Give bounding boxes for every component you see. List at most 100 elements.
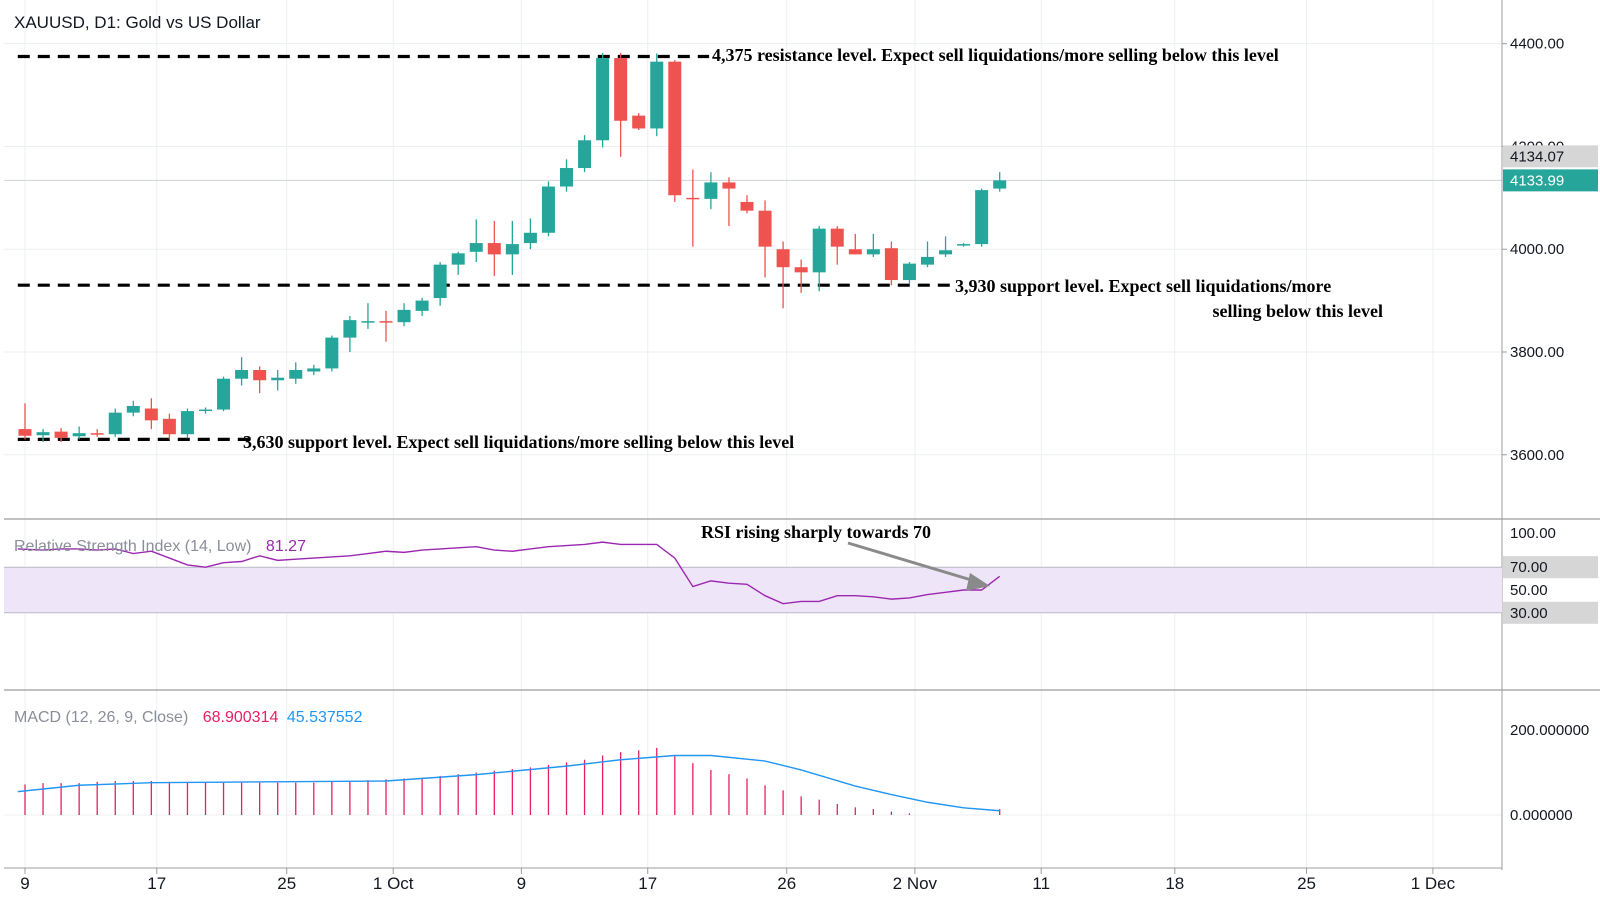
time-tick-label: 2 Nov (893, 874, 938, 893)
candlestick-series (18, 52, 1007, 442)
time-tick-label: 25 (277, 874, 296, 893)
support-3630-label: 3,630 support level. Expect sell liquida… (243, 432, 794, 452)
arrow-shaft (847, 541, 979, 584)
candle-body (523, 232, 537, 244)
rsi-annotation-label: RSI rising sharply towards 70 (701, 522, 931, 542)
annotations: XAUUSD, D1: Gold vs US Dollar 4,375 resi… (14, 13, 1383, 726)
candle-body (415, 300, 429, 311)
symbol-title: XAUUSD, D1: Gold vs US Dollar (14, 13, 261, 32)
candle-body (650, 61, 664, 129)
support-3930-label-line2: selling below this level (1213, 301, 1384, 321)
candle-body (939, 250, 953, 255)
time-tick-label: 1 Dec (1411, 874, 1456, 893)
candle-body (975, 190, 989, 245)
last-price-label: 4133.99 (1510, 172, 1564, 189)
price-tick-label: 3800.00 (1510, 344, 1564, 361)
time-tick-label: 26 (777, 874, 796, 893)
macd-signal-line (17, 754, 1000, 812)
time-tick-label: 9 (517, 874, 526, 893)
candle-body (72, 433, 86, 437)
candle-body (108, 412, 122, 435)
candle-body (217, 378, 231, 410)
candle-body (253, 369, 267, 381)
ref-price-label-bg (1503, 145, 1598, 168)
time-tick-label: 18 (1165, 874, 1184, 893)
macd-title: MACD (12, 26, 9, Close) (14, 709, 188, 726)
macd-signal-value: 45.537552 (287, 709, 363, 726)
time-tick-label: 9 (20, 874, 29, 893)
macd-value: 68.900314 (203, 709, 279, 726)
grid-lines (4, 0, 1502, 868)
candle-body (632, 115, 646, 129)
candle-body (361, 321, 375, 323)
price-tick-label: 3600.00 (1510, 447, 1564, 464)
level-lines (17, 54, 955, 441)
time-tick-label: 1 Oct (373, 874, 414, 893)
rsi-tick-label: 50.00 (1510, 582, 1548, 599)
rsi-title: Relative Strength Index (14, Low) (14, 538, 251, 555)
candle-body (505, 244, 519, 255)
rsi-band-label: 70.00 (1510, 559, 1548, 576)
candle-body (884, 248, 898, 281)
candle-body (740, 201, 754, 211)
candle-body (830, 228, 844, 247)
macd-series (17, 747, 1001, 815)
candle-body (397, 309, 411, 323)
candle-body (866, 249, 880, 255)
resistance-label: 4,375 resistance level. Expect sell liqu… (712, 45, 1279, 65)
candle-body (180, 411, 194, 435)
pane-frame (4, 0, 1600, 870)
candle-body (704, 182, 718, 199)
macd-legend: MACD (12, 26, 9, Close) 68.900314 45.537… (14, 709, 363, 726)
candle-body (902, 263, 916, 281)
candle-body (776, 249, 790, 268)
time-tick-label: 11 (1032, 874, 1050, 893)
candle-body (848, 249, 862, 255)
macd-tick-label: 200.000000 (1510, 722, 1589, 739)
candle-body (379, 321, 393, 323)
candle-body (993, 180, 1007, 189)
candle-body (289, 369, 303, 379)
candle-body (686, 197, 700, 200)
candle-body (469, 243, 483, 252)
candle-body (126, 405, 140, 413)
candle-body (541, 186, 555, 233)
candle-body (199, 409, 212, 412)
rsi-legend: Relative Strength Index (14, Low) 81.27 (14, 538, 306, 555)
candle-body (54, 431, 68, 438)
ref-price-label: 4134.07 (1510, 148, 1564, 165)
rsi-band-fill (4, 567, 1502, 613)
rsi-band-label-bg (1503, 556, 1598, 579)
rsi-band-label-bg (1503, 601, 1598, 624)
candle-body (18, 429, 32, 436)
candle-body (812, 228, 826, 273)
candle-body (487, 243, 501, 255)
rsi-tick-label: 100.00 (1510, 525, 1556, 542)
candle-body (271, 377, 285, 381)
candle-body (794, 267, 808, 273)
candle-body (596, 58, 610, 141)
rsi-band (4, 566, 1502, 614)
candle-body (235, 369, 249, 379)
arrow-head (966, 573, 990, 591)
candle-body (921, 256, 934, 265)
candle-body (90, 433, 104, 435)
candle-body (162, 418, 176, 435)
price-tick-label: 4400.00 (1510, 36, 1564, 53)
price-tick-label: 4000.00 (1510, 241, 1564, 258)
candle-body (578, 140, 592, 169)
rsi-annotation-arrow (847, 541, 990, 591)
time-tick-label: 17 (147, 874, 166, 893)
time-tick-label: 17 (638, 874, 657, 893)
candle-body (758, 210, 772, 247)
time-tick-label: 25 (1297, 874, 1316, 893)
candle-body (343, 320, 357, 338)
candle-body (307, 368, 321, 372)
rsi-line (17, 541, 1001, 605)
candle-body (957, 244, 971, 246)
rsi-value: 81.27 (266, 538, 306, 555)
rsi-series (17, 541, 1001, 605)
candle-body (325, 337, 339, 369)
